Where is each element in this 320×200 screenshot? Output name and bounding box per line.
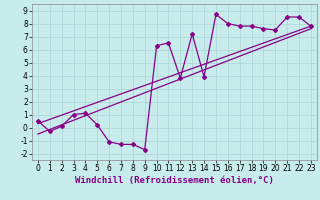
X-axis label: Windchill (Refroidissement éolien,°C): Windchill (Refroidissement éolien,°C)	[75, 176, 274, 185]
